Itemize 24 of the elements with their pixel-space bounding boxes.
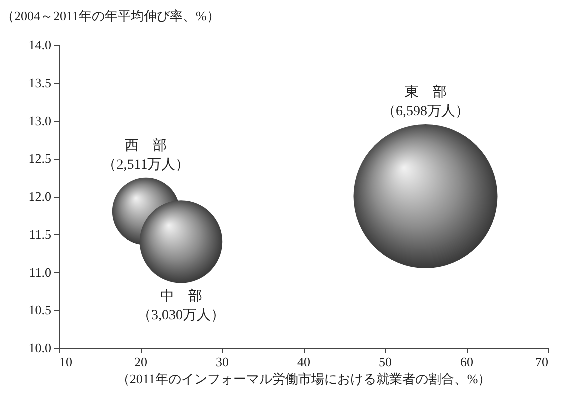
annotation: （2,511万人）: [102, 156, 190, 173]
annotation: 東 部: [404, 84, 447, 100]
x-tick-label: 10: [60, 354, 72, 370]
y-tick-label: 13.5: [28, 75, 52, 90]
x-tick-label: 50: [379, 354, 392, 370]
y-tick-label: 10.5: [28, 302, 52, 318]
x-tick-label: 70: [536, 354, 548, 370]
annotation: （3,030万人）: [138, 307, 225, 324]
annotation: （6,598万人）: [382, 104, 470, 120]
y-tick-label: 14.0: [28, 38, 52, 52]
y-tick-label: 13.0: [28, 113, 52, 128]
x-axis-title: （2011年のインフォーマル労働市場における就業者の割合、%）: [116, 372, 492, 386]
x-tick-label: 40: [298, 354, 310, 370]
y-tick-label: 11.5: [29, 226, 52, 242]
y-tick-label: 11.0: [29, 264, 52, 280]
x-tick-label: 20: [134, 354, 148, 370]
y-tick-label: 10.0: [28, 340, 52, 356]
x-tick-label: 30: [216, 354, 229, 370]
y-tick-label: 12.0: [28, 189, 52, 204]
y-axis-title: （2004～2011年の年平均伸び率、%）: [2, 8, 220, 24]
annotation: 西 部: [125, 138, 168, 154]
y-tick-label: 12.5: [28, 151, 52, 166]
annotation: 中 部: [160, 288, 202, 304]
x-tick-label: 60: [460, 354, 474, 370]
